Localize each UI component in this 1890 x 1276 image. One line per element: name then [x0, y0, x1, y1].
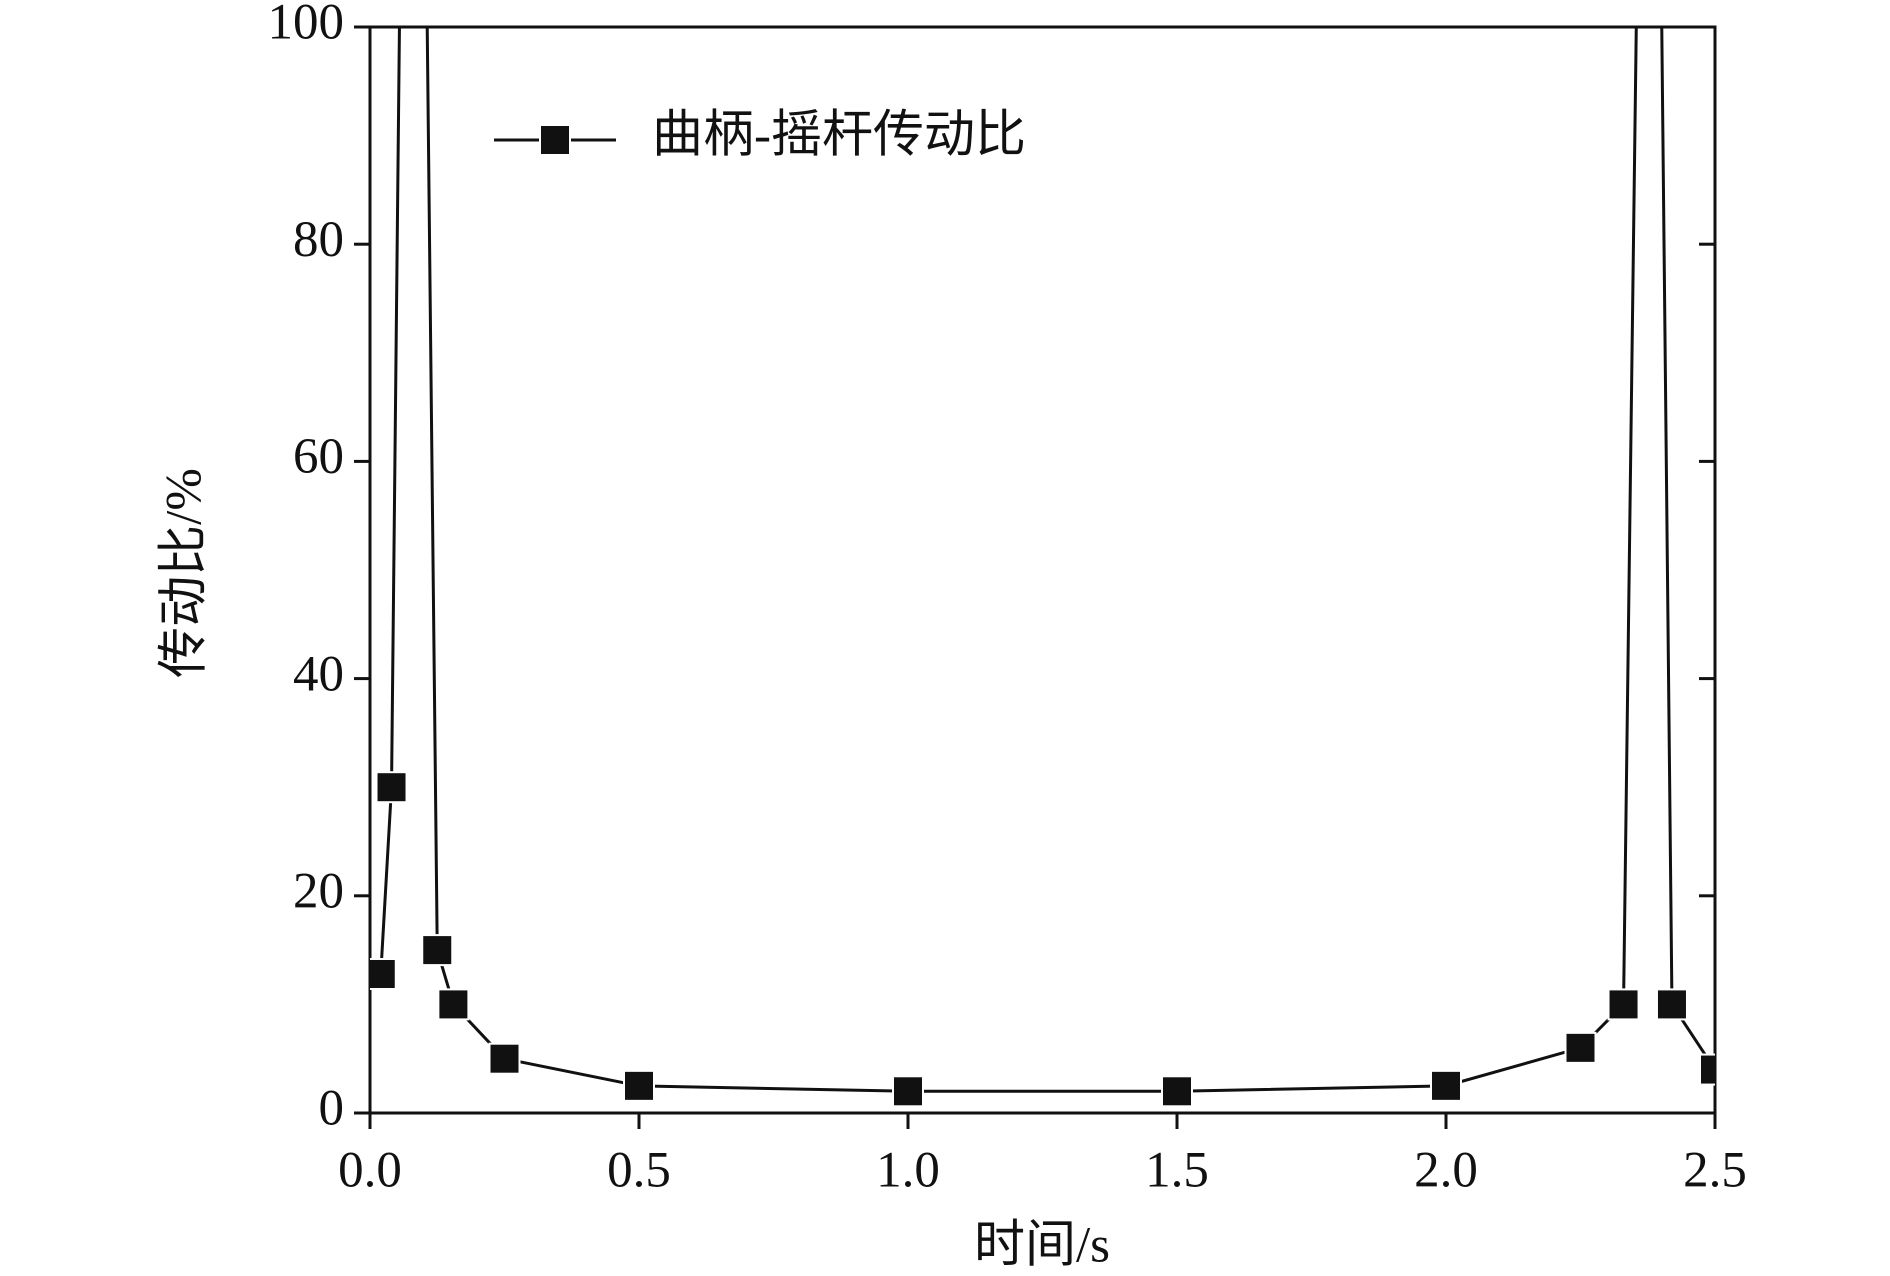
x-tick-label: 2.0: [1414, 1143, 1478, 1199]
marker: [375, 771, 408, 804]
x-axis-label: 时间/s: [974, 1218, 1110, 1274]
y-tick-label: 80: [293, 212, 344, 268]
marker: [623, 1069, 655, 1102]
x-tick-label: 1.0: [876, 1143, 940, 1199]
legend-label: 曲柄-摇杆传动比: [652, 108, 1026, 164]
series-line: [379, 27, 1715, 1093]
y-tick-label: 100: [268, 0, 345, 51]
marker: [1161, 1075, 1193, 1108]
y-tick-label: 20: [293, 864, 344, 920]
y-axis-label: 传动比/%: [157, 468, 213, 678]
marker: [1430, 1069, 1462, 1102]
plot-frame: [368, 25, 1717, 1115]
plot-area: [370, 27, 1715, 1108]
marker: [488, 1042, 521, 1075]
marker: [437, 988, 470, 1021]
marker: [421, 934, 454, 967]
marker: [370, 957, 397, 990]
marker: [1699, 1053, 1715, 1086]
legend-marker: [539, 124, 571, 156]
x-tick-label: 0.5: [607, 1143, 671, 1199]
marker: [1607, 988, 1640, 1021]
marker: [1655, 988, 1688, 1021]
x-tick-label: 1.5: [1145, 1143, 1209, 1199]
y-tick-label: 0: [319, 1081, 345, 1137]
marker: [892, 1075, 924, 1108]
x-tick-label: 2.5: [1683, 1143, 1747, 1199]
y-tick-label: 40: [293, 646, 344, 702]
y-tick-label: 60: [293, 429, 344, 485]
marker: [1564, 1031, 1597, 1064]
x-tick-label: 0.0: [338, 1143, 402, 1199]
